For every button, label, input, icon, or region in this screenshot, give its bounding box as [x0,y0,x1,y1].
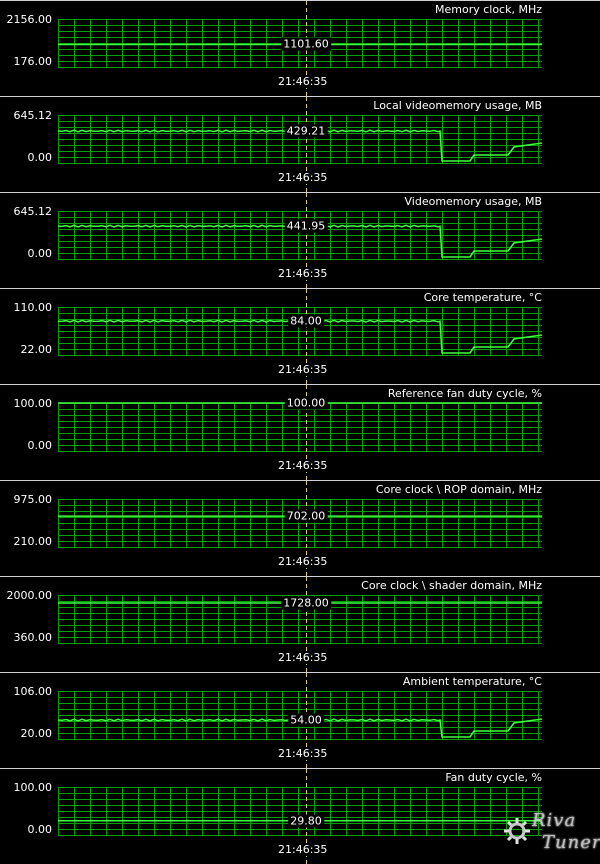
y-axis-max: 2156.00 [6,13,53,26]
current-value: 29.80 [288,814,324,828]
graph-grid [58,115,542,164]
current-value: 1101.60 [281,37,331,51]
current-value: 441.95 [284,219,328,233]
graph-panel[interactable]: Reference fan duty cycle, % 100.00 0.00 100… [0,384,600,481]
current-value: 702.00 [284,509,328,523]
graph-trace [57,224,543,258]
time-label: 21:46:35 [276,843,330,856]
graph-trace [57,319,543,354]
current-value: 1728.00 [281,596,331,610]
rivatuner-logo: Riva Tuner [502,808,600,858]
graph-title: Core clock \ ROP domain, MHz [375,483,542,496]
y-axis-min: 0.00 [27,151,53,164]
graph-title: Ambient temperature, °C [402,675,542,688]
graph-title: Reference fan duty cycle, % [387,387,542,400]
graph-trace [57,718,543,738]
logo-text-riva: Riva [532,810,577,831]
current-value: 100.00 [284,396,328,410]
graph-title: Fan duty cycle, % [445,771,542,784]
current-value: 84.00 [288,314,324,328]
graph-panel[interactable]: Videomemory usage, MB 645.12 0.00 441.95 21:… [0,192,600,289]
graph-plot-area [57,289,543,385]
gear-icon [504,818,530,844]
y-axis-min: 22.00 [20,343,53,356]
y-axis-max: 106.00 [13,685,53,698]
y-axis-min: 0.00 [27,439,53,452]
graph-plot-area [58,769,542,864]
graph-trace [57,129,543,162]
graph-panel[interactable]: Local videomemory usage, MB 645.12 0.00 429… [0,96,600,193]
graph-grid [58,499,542,548]
graph-title: Core temperature, °C [423,291,542,304]
y-axis-min: 20.00 [20,727,53,740]
y-axis-max: 645.12 [13,109,53,122]
time-label: 21:46:35 [276,555,330,568]
y-axis-min: 210.00 [13,535,53,548]
y-axis-min: 0.00 [27,823,53,836]
time-label: 21:46:35 [276,363,330,376]
graph-panel[interactable]: Ambient temperature, °C 106.00 20.00 54.00 2… [0,672,600,769]
graph-plot-area [57,193,543,289]
y-axis-max: 645.12 [13,205,53,218]
current-value: 429.21 [284,124,328,138]
graph-title: Local videomemory usage, MB [373,99,542,112]
logo-text-tuner: Tuner [542,832,600,853]
graph-plot-area [58,481,542,577]
graph-title: Videomemory usage, MB [404,195,543,208]
time-label: 21:46:35 [276,459,330,472]
y-axis-min: 360.00 [13,631,53,644]
y-axis-max: 975.00 [13,493,53,506]
graph-plot-area [58,385,542,481]
graph-panel[interactable]: Fan duty cycle, % 100.00 0.00 29.80 21:46:35 [0,768,600,864]
y-axis-min: 0.00 [27,247,53,260]
time-label: 21:46:35 [276,75,330,88]
y-axis-max: 100.00 [13,397,53,410]
y-axis-min: 176.00 [13,55,53,68]
graph-title: Memory clock, MHz [434,3,542,16]
graph-panel[interactable]: Core clock \ shader domain, MHz 2000.00 36… [0,576,600,673]
current-value: 54.00 [288,713,324,727]
time-label: 21:46:35 [276,651,330,664]
graph-panel[interactable]: Core clock \ ROP domain, MHz 975.00 210.00… [0,480,600,577]
y-axis-max: 110.00 [13,301,53,314]
time-label: 21:46:35 [276,747,330,760]
time-label: 21:46:35 [276,267,330,280]
y-axis-max: 100.00 [13,781,53,794]
y-axis-max: 2000.00 [6,589,53,602]
graph-grid [58,211,542,260]
graph-grid [58,403,542,452]
graph-plot-area [58,1,542,97]
graph-plot-area [57,97,543,193]
graph-panel[interactable]: Memory clock, MHz 2156.00 176.00 1101.60 21:… [0,0,600,97]
time-label: 21:46:35 [276,171,330,184]
graph-panel[interactable]: Core temperature, °C 110.00 22.00 84.00 21:4… [0,288,600,385]
graph-title: Core clock \ shader domain, MHz [361,579,542,592]
graph-grid [58,787,542,836]
